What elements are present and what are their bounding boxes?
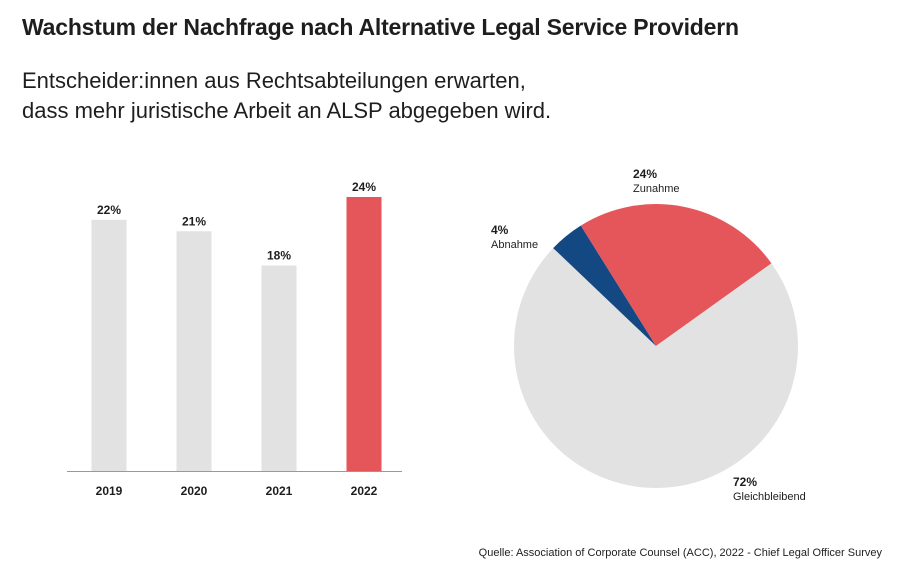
bar-2022	[346, 197, 382, 471]
bar-2020	[176, 231, 212, 471]
subtitle-line-2: dass mehr juristische Arbeit an ALSP abg…	[22, 98, 552, 123]
bar-value-label: 21%	[182, 214, 206, 228]
source-note: Quelle: Association of Corporate Counsel…	[478, 547, 882, 559]
pie-slice-percent: 24%	[633, 167, 657, 181]
x-tick-label: 2020	[181, 484, 208, 498]
pie-slice-label: Abnahme	[491, 239, 538, 251]
chart-subtitle: Entscheider:innen aus Rechtsabteilungen …	[22, 66, 551, 126]
pie-slice-percent: 4%	[491, 223, 509, 237]
bar-value-label: 18%	[267, 249, 291, 263]
pie-slice-zunahme	[580, 204, 772, 346]
bar-chart: 22% 2019 21% 2020 18% 2021 24% 2022	[67, 180, 402, 498]
pie-slice-gleichbleibend	[513, 248, 798, 488]
bar-2021	[261, 265, 297, 471]
pie-slice-abnahme	[553, 225, 656, 346]
subtitle-line-1: Entscheider:innen aus Rechtsabteilungen …	[22, 68, 526, 93]
bar-value-label: 22%	[97, 203, 121, 217]
chart-title: Wachstum der Nachfrage nach Alternative …	[22, 14, 739, 40]
x-tick-label: 2021	[266, 484, 293, 498]
x-tick-label: 2019	[96, 484, 123, 498]
pie-chart: 24% Zunahme 72% Gleichbleibend 4% Abnahme	[491, 167, 806, 503]
bar-value-label: 24%	[352, 180, 376, 194]
pie-slice-label: Gleichbleibend	[733, 491, 806, 503]
x-tick-label: 2022	[351, 484, 378, 498]
bar-2019	[91, 219, 127, 471]
pie-slice-percent: 72%	[733, 475, 757, 489]
pie-slice-label: Zunahme	[633, 183, 679, 195]
